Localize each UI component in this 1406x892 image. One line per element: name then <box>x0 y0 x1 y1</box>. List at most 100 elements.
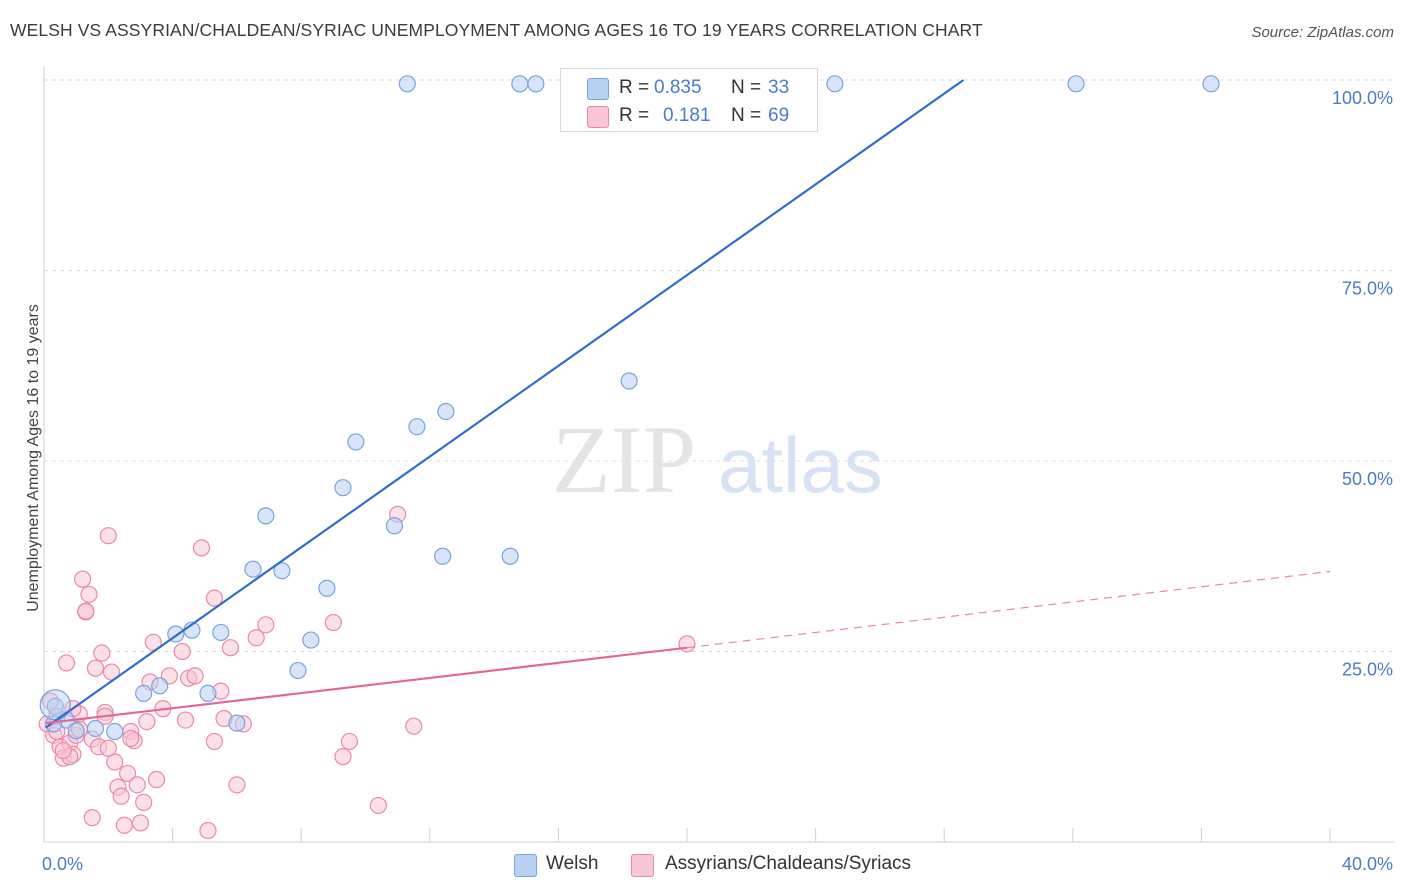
welsh-point <box>620 372 638 390</box>
assyrian-point <box>80 585 98 603</box>
assyrian-point <box>112 787 130 805</box>
stats-legend: R = 0.835 N = 33 R = 0.181 N = 69 <box>560 68 818 132</box>
welsh-point <box>289 661 307 680</box>
x-tick-label: 0.0% <box>42 854 83 874</box>
trend-lines <box>44 79 1331 729</box>
assyrian-point <box>54 741 72 760</box>
assyrian-point <box>115 816 133 834</box>
x-tick-label: 40.0% <box>1342 854 1393 874</box>
y-tick-label: 25.0% <box>1342 660 1393 680</box>
assyrian-point <box>77 602 95 620</box>
assyrian-point <box>83 809 101 827</box>
assyrian-point <box>228 776 246 794</box>
assyrian-point <box>678 635 696 653</box>
assyrian-n-label: N = <box>731 105 762 126</box>
assyrian-point <box>221 639 240 657</box>
assyrian-point <box>122 729 140 747</box>
assyrian-point <box>405 717 423 735</box>
y-axis-label: Unemployment Among Ages 16 to 19 years <box>25 304 42 612</box>
welsh-point <box>347 433 365 451</box>
welsh-point <box>408 418 426 436</box>
assyrian-trend-line <box>45 646 688 725</box>
y-tick-label: 100.0% <box>1332 88 1393 108</box>
welsh-point <box>106 722 124 741</box>
welsh-point <box>212 623 230 642</box>
y-tick-label: 50.0% <box>1342 469 1393 489</box>
assyrian-point <box>86 659 105 677</box>
welsh-point <box>302 631 320 649</box>
welsh-point <box>86 719 105 738</box>
source-label: Source: ZipAtlas.com <box>1251 24 1394 41</box>
assyrian-point <box>369 796 387 815</box>
welsh-point <box>244 560 262 578</box>
assyrian-legend-swatch <box>631 854 654 877</box>
assyrian-point <box>99 739 117 757</box>
assyrian-points <box>38 505 696 840</box>
assyrian-point <box>334 748 352 766</box>
welsh-point <box>46 697 64 715</box>
assyrian-point <box>173 642 191 661</box>
welsh-point <box>318 579 336 597</box>
assyrian-point <box>147 770 166 789</box>
welsh-point <box>199 684 217 703</box>
welsh-point <box>67 722 85 740</box>
welsh-swatch <box>587 78 609 100</box>
legend-row-welsh: R = 0.835 N = 33 <box>561 73 817 101</box>
welsh-point <box>1202 75 1220 93</box>
welsh-point <box>228 714 246 732</box>
assyrian-point <box>128 776 146 794</box>
welsh-point <box>273 562 291 580</box>
axes <box>43 66 1394 843</box>
assyrian-point <box>324 613 342 632</box>
assyrian-point <box>135 793 153 811</box>
welsh-point <box>135 684 153 703</box>
welsh-point <box>437 402 455 421</box>
welsh-n-label: N = <box>731 77 762 98</box>
assyrian-point <box>138 713 156 731</box>
assyrian-point <box>257 616 275 634</box>
chart-title: WELSH VS ASSYRIAN/CHALDEAN/SYRIAC UNEMPL… <box>10 20 983 40</box>
assyrian-point <box>176 711 195 729</box>
welsh-legend-label: Welsh <box>546 853 599 874</box>
welsh-point <box>334 479 352 497</box>
welsh-point <box>501 547 519 565</box>
watermark-zip: ZIP <box>552 406 696 513</box>
assyrian-point <box>131 814 150 832</box>
watermark-atlas: atlas <box>718 421 883 509</box>
assyrian-swatch <box>587 106 609 128</box>
legend-row-assyrian: R = 0.181 N = 69 <box>561 101 817 129</box>
welsh-n-value: 33 <box>768 77 790 98</box>
welsh-legend-swatch <box>514 854 537 877</box>
assyrian-trend-extension <box>686 570 1331 649</box>
welsh-point <box>151 677 169 695</box>
assyrian-point <box>205 589 223 607</box>
assyrian-point <box>199 821 217 840</box>
y-tick-label: 75.0% <box>1342 279 1393 299</box>
assyrian-point <box>57 654 76 672</box>
welsh-point <box>511 75 529 93</box>
assyrian-legend-label: Assyrians/Chaldeans/Syriacs <box>665 853 912 874</box>
welsh-point <box>257 507 275 525</box>
welsh-point <box>398 75 416 93</box>
assyrian-point <box>106 753 124 771</box>
welsh-point <box>385 517 404 535</box>
welsh-point <box>434 547 452 565</box>
assyrian-point <box>340 732 359 751</box>
assyrian-point <box>73 570 92 588</box>
assyrian-point <box>192 539 211 557</box>
assyrian-point <box>118 764 137 783</box>
welsh-trend-line <box>44 79 965 729</box>
welsh-point-large <box>39 689 71 721</box>
welsh-r-label: R = <box>619 77 650 98</box>
assyrian-point <box>99 527 117 545</box>
assyrian-point <box>205 732 223 751</box>
welsh-point <box>1067 75 1085 93</box>
assyrian-n-value: 69 <box>768 105 790 126</box>
watermark: ZIP atlas <box>552 406 883 513</box>
assyrian-point <box>93 644 111 662</box>
tick-labels: 25.0% 50.0% 75.0% 100.0% 0.0% 40.0% <box>42 88 1393 874</box>
assyrian-point <box>247 629 265 647</box>
welsh-r-value: 0.835 <box>654 77 702 98</box>
welsh-point <box>826 75 844 93</box>
